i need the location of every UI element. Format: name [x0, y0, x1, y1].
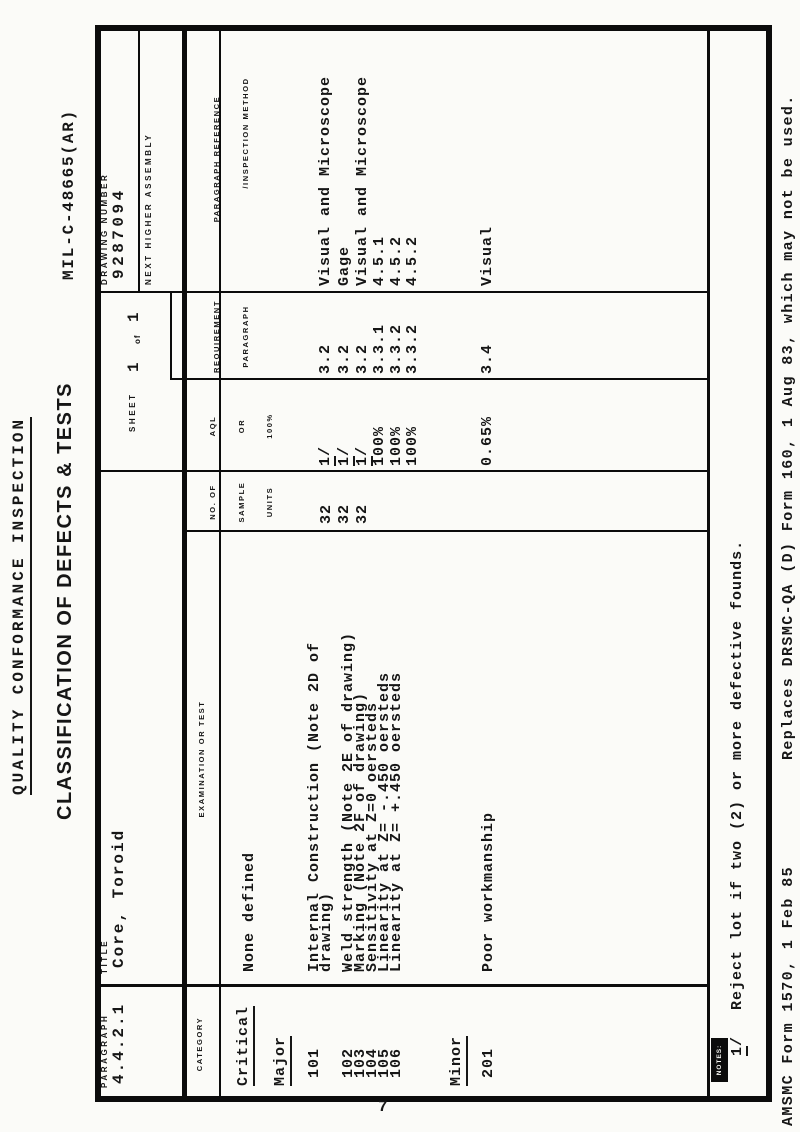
requirement-value: 3.3.1 — [371, 323, 388, 374]
note-marker: 1/ — [729, 1035, 748, 1056]
inspection-method: 4.5.2 — [388, 235, 405, 286]
column-header-aql: AQL OR 100% — [189, 380, 294, 472]
inspection-method: 4.5.1 — [371, 235, 388, 286]
category-major-label: Major — [272, 1035, 292, 1086]
title-label: TITLE — [100, 938, 109, 974]
paragraph-value: 4.4.2.1 — [110, 1002, 128, 1084]
sheet-value: 1 — [125, 360, 143, 372]
column-header-category: CATEGORY — [195, 1016, 204, 1072]
inspection-method: Visual — [479, 225, 496, 286]
form-title: CLASSIFICATION OF DEFECTS & TESTS — [54, 381, 76, 820]
notes-label-box: NOTES: — [711, 1038, 728, 1082]
aql-value: 100% — [404, 425, 421, 466]
column-header-line: 100% — [265, 413, 274, 439]
note-text: Reject lot if two (2) or more defective … — [729, 539, 746, 1010]
aql-text: / — [336, 445, 353, 456]
aql-text: / — [317, 445, 334, 456]
sample-units-value: 32 — [336, 503, 353, 524]
note-marker-number: 1 — [729, 1045, 748, 1056]
aql-text: / — [354, 445, 371, 456]
spec-number: MIL-C-48665(AR) — [60, 108, 78, 280]
table-rule — [138, 25, 140, 293]
aql-text: 100% — [388, 425, 405, 466]
aql-value: 1/ — [354, 445, 373, 466]
inspection-method: Visual and Microscope — [317, 75, 334, 286]
defect-number: 201 — [480, 1047, 497, 1078]
category-minor: Minor — [448, 1035, 468, 1086]
column-header-line: /INSPECTION METHOD — [240, 77, 250, 189]
column-header-line: NO. OF — [208, 484, 217, 520]
drawing-number-value: 9287094 — [110, 187, 128, 279]
column-header-line: PARAGRAPH — [240, 305, 250, 368]
page-number: 7 — [378, 1098, 389, 1116]
aql-note-marker: 1 — [336, 455, 355, 466]
aql-value: 100% — [388, 425, 405, 466]
aql-value: 100% — [371, 425, 388, 466]
column-header-line: OR — [236, 418, 246, 434]
examination-text: None defined — [241, 851, 258, 972]
column-header-line: UNITS — [265, 486, 274, 518]
category-critical-label: Critical — [235, 1005, 255, 1086]
sample-units-value: 32 — [318, 503, 335, 524]
table-rule — [170, 291, 172, 380]
aql-text: 0.65% — [479, 415, 496, 466]
requirement-value: 3.4 — [479, 343, 496, 374]
table-rule — [707, 25, 710, 1102]
defect-number: 106 — [388, 1047, 405, 1078]
column-header-line: AQL — [208, 415, 217, 437]
examination-text: Poor workmanship — [480, 811, 497, 972]
requirement-value: 3.2 — [317, 343, 334, 374]
table-rule — [182, 25, 187, 1102]
column-header-sample-units: NO. OF SAMPLE UNITS — [189, 472, 294, 532]
category-critical: Critical — [235, 1005, 255, 1086]
column-header-line: PARAGRAPH REFERENCE — [212, 95, 221, 223]
sheet-of-value: 1 — [125, 310, 143, 322]
sample-units-value: 32 — [354, 503, 371, 524]
form-id-footer: AMSMC Form 1570, 1 Feb 85 — [780, 865, 797, 1126]
category-minor-label: Minor — [448, 1035, 468, 1086]
replaces-footer: Replaces DRSMC-QA (D) Form 160, 1 Aug 83… — [780, 94, 797, 760]
examination-text: drawing) — [318, 891, 335, 972]
drawing-number-label: DRAWING NUMBER — [100, 172, 109, 285]
inspection-method: 4.5.2 — [404, 235, 421, 286]
examination-text: Linearity at Z= +.450 oersteds — [388, 671, 405, 972]
column-header-reference: PARAGRAPH REFERENCE /INSPECTION METHOD — [193, 25, 269, 293]
column-header-line: SAMPLE — [236, 481, 246, 523]
aql-note-marker: 1 — [317, 455, 336, 466]
sheet-of-label: of — [133, 334, 142, 344]
requirement-value: 3.3.2 — [404, 323, 421, 374]
sheet-label: SHEET — [128, 392, 137, 432]
inspection-method: Visual and Microscope — [354, 75, 371, 286]
requirement-value: 3.2 — [336, 343, 353, 374]
column-header-line: REQUIREMENT — [212, 299, 221, 374]
paragraph-label: PARAGRAPH — [100, 1013, 109, 1088]
column-header-requirement: REQUIREMENT PARAGRAPH — [193, 293, 269, 380]
defect-number: 101 — [306, 1047, 323, 1078]
aql-value: 0.65% — [479, 415, 496, 466]
aql-value: 1/ — [336, 445, 355, 466]
aql-text: 100% — [371, 425, 388, 466]
requirement-value: 3.2 — [354, 343, 371, 374]
requirement-value: 3.3.2 — [388, 323, 405, 374]
category-major: Major — [272, 1035, 292, 1086]
column-header-examination: EXAMINATION OR TEST — [197, 700, 206, 818]
next-higher-assembly-label: NEXT HIGHER ASSEMBLY — [144, 132, 153, 285]
aql-value: 1/ — [317, 445, 336, 466]
inspection-method: Gage — [336, 245, 353, 286]
note-marker-slash: / — [729, 1035, 746, 1046]
aql-text: 100% — [404, 425, 421, 466]
title-value: Core, Toroid — [110, 828, 128, 968]
document-heading: QUALITY CONFORMANCE INSPECTION — [10, 416, 32, 795]
